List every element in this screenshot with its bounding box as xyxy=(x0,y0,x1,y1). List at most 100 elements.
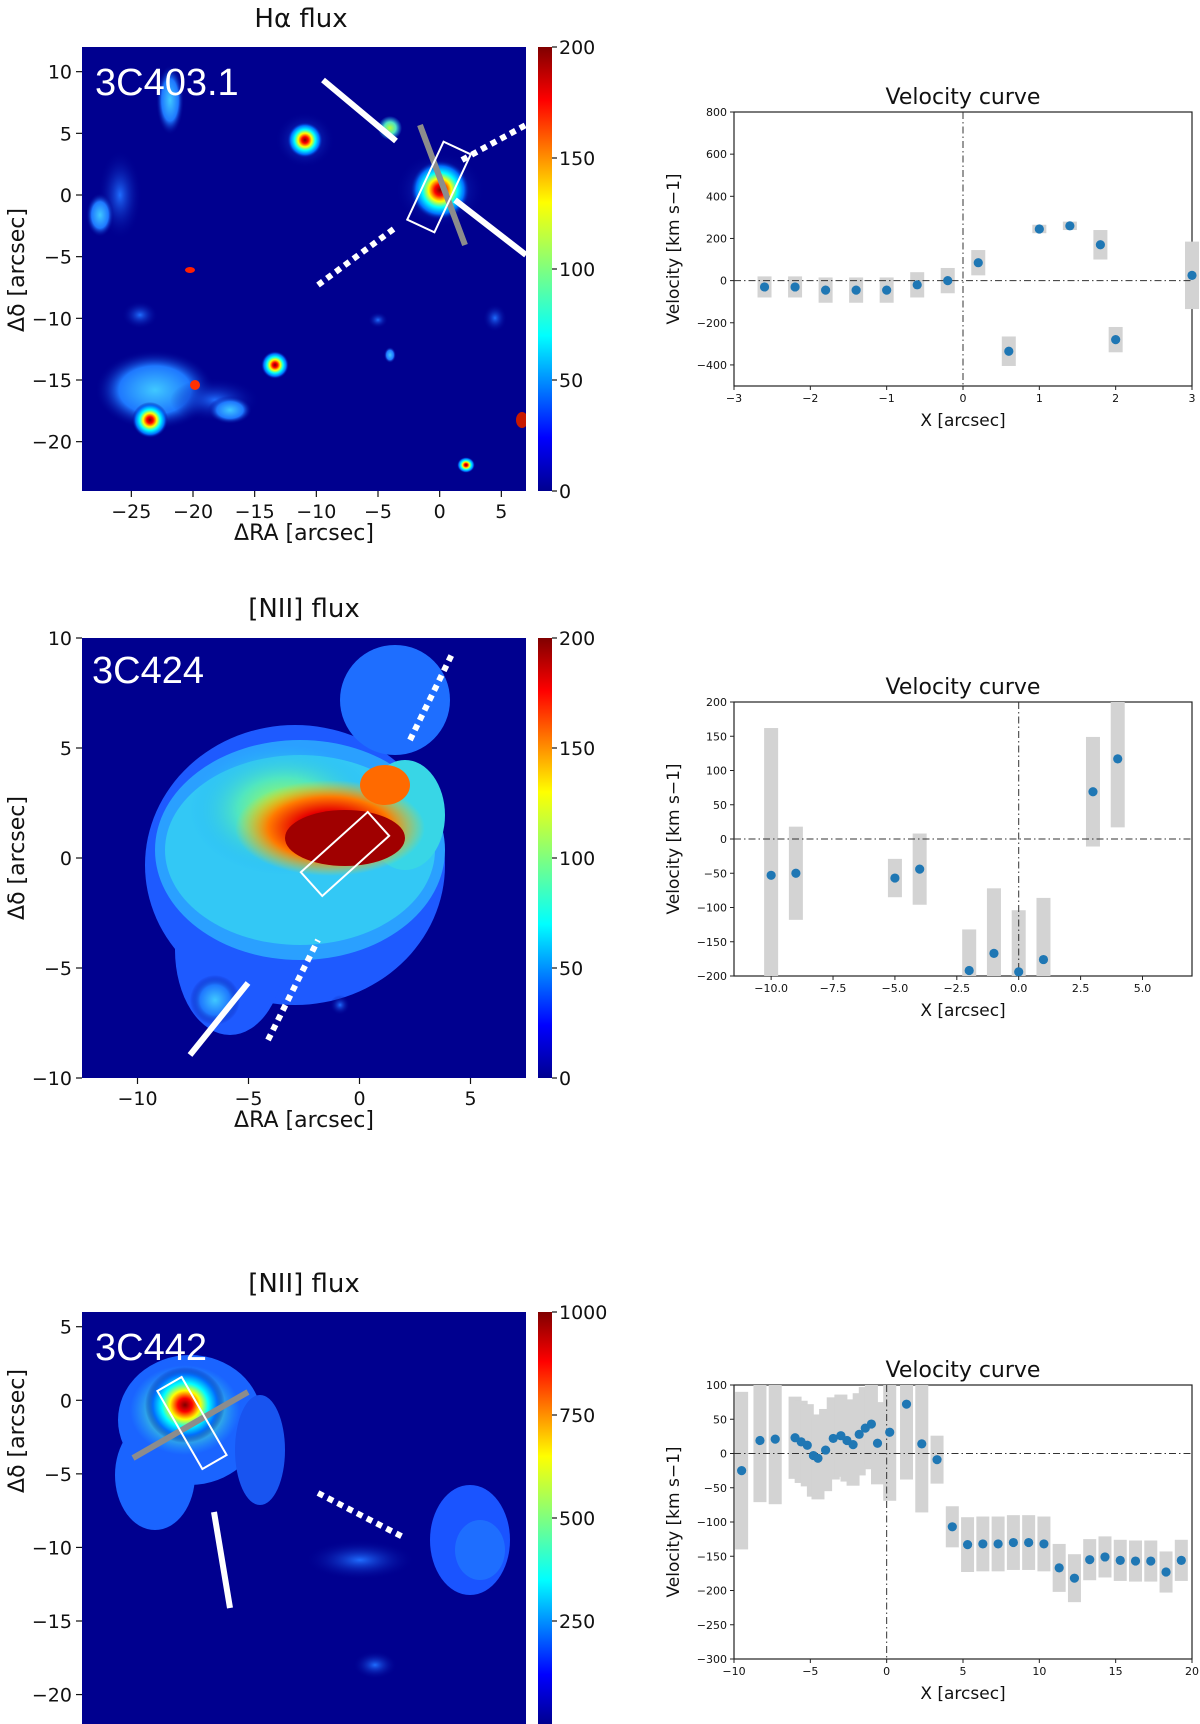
plot-title: Velocity curve xyxy=(886,85,1041,110)
x-tick-label: 0 xyxy=(960,392,967,405)
error-bar xyxy=(883,1385,897,1501)
y-tick-label: −150 xyxy=(697,1550,727,1563)
data-point xyxy=(932,1455,942,1465)
data-point xyxy=(1187,270,1197,280)
colorbar xyxy=(538,1312,552,1724)
y-tick-label: 5 xyxy=(60,738,72,760)
velocity-curve-3c424: Velocity curve −10.0 −7.5 −5.0 −2.5 0.0 2.5 5.0… xyxy=(664,675,1193,1021)
y-tick-label: 0 xyxy=(720,1448,727,1461)
x-tick-label: 0 xyxy=(883,1665,890,1678)
error-bar xyxy=(1036,897,1051,976)
x-tick-label: 2 xyxy=(1112,392,1119,405)
colorbar-tick-label: 0 xyxy=(559,481,571,503)
emission-map xyxy=(145,645,450,1035)
data-point xyxy=(1130,1556,1141,1566)
data-point xyxy=(1161,1567,1171,1577)
colorbar-ticks: 1000 750 500 250 xyxy=(552,1302,607,1633)
y-tick-label: 0 xyxy=(60,848,72,870)
data-point xyxy=(813,1453,823,1463)
y-axis-label: Δδ [arcsec] xyxy=(5,796,30,920)
x-tick-label: 1 xyxy=(1036,392,1043,405)
data-point xyxy=(851,285,861,295)
y-tick-label: 0 xyxy=(720,833,727,846)
y-tick-label: 50 xyxy=(713,1413,727,1426)
error-bar xyxy=(986,888,1001,976)
data-point xyxy=(1115,1555,1125,1565)
data-point xyxy=(1065,221,1075,231)
x-tick-label: 5 xyxy=(960,1665,967,1678)
data-point xyxy=(1085,1555,1095,1565)
error-bar xyxy=(962,929,977,976)
map-title: [NII] flux xyxy=(248,1269,360,1299)
y-tick-label: −5 xyxy=(44,247,72,269)
colorbar-tick-label: 0 xyxy=(559,1068,571,1090)
error-bar xyxy=(915,1385,929,1513)
data-point xyxy=(1039,1539,1049,1549)
data-point xyxy=(866,1419,877,1429)
flux-map-3c403-1: Hα flux xyxy=(5,4,595,546)
y-axis-label: Velocity [km s−1] xyxy=(664,173,684,324)
velocity-curve-3c442: Velocity curve−10 −5 0 5 10 15 20100500−50−100… xyxy=(664,1358,1199,1704)
x-tick-label: −10 xyxy=(117,1088,157,1110)
data-point xyxy=(1038,954,1049,965)
x-tick-label: 15 xyxy=(1109,1665,1123,1678)
y-tick-label: 400 xyxy=(706,190,727,203)
data-point xyxy=(901,1399,912,1409)
y-tick-label: −150 xyxy=(697,936,727,949)
x-tick-label: −5 xyxy=(364,501,392,523)
y-tick-label: 100 xyxy=(706,765,727,778)
white-solid-marker xyxy=(321,77,398,144)
colorbar-tick-label: 750 xyxy=(559,1405,595,1427)
data-point xyxy=(1024,1537,1034,1548)
x-axis-label: X [arcsec] xyxy=(920,1001,1005,1021)
plot-title: Velocity curve xyxy=(886,1358,1041,1383)
data-point xyxy=(915,864,925,874)
y-tick-label: 5 xyxy=(60,123,72,145)
colorbar-tick-label: 150 xyxy=(559,738,595,760)
colorbar-ticks: 200 150 100 50 0 xyxy=(552,628,595,1090)
data-point xyxy=(882,285,892,295)
data-point xyxy=(848,1439,858,1450)
y-tick-label: 10 xyxy=(48,628,72,650)
source-label: 3C424 xyxy=(92,650,204,692)
data-point xyxy=(947,1522,957,1532)
colorbar-ticks: 200 150 100 50 0 xyxy=(552,37,595,503)
x-tick-label: 5 xyxy=(495,501,507,523)
data-point xyxy=(964,965,974,976)
colorbar xyxy=(538,47,552,491)
white-dotted-marker xyxy=(460,117,537,163)
colorbar xyxy=(538,638,552,1078)
error-bar xyxy=(768,1385,782,1505)
data-point xyxy=(737,1466,747,1476)
map-axes: −25 −20 −15 −10 −5 0 5 10 5 0 −5 −10 −15 −20 xyxy=(32,62,507,523)
y-tick-label: −50 xyxy=(704,867,727,880)
colorbar-tick-label: 200 xyxy=(559,37,595,59)
y-tick-label: 5 xyxy=(60,1317,72,1339)
y-tick-label: −20 xyxy=(32,432,72,454)
x-tick-label: −15 xyxy=(235,501,275,523)
slit-box xyxy=(156,1375,228,1471)
x-axis-label: ΔRA [arcsec] xyxy=(234,1108,374,1133)
x-tick-label: −3 xyxy=(726,392,742,405)
y-tick-label: −100 xyxy=(697,1516,727,1529)
slit-box xyxy=(405,140,473,234)
error-bar xyxy=(1110,702,1125,828)
white-solid-marker xyxy=(187,981,251,1057)
y-tick-label: 600 xyxy=(706,148,727,161)
y-tick-label: −100 xyxy=(697,902,727,915)
x-tick-label: −10.0 xyxy=(754,982,788,995)
data-point xyxy=(791,868,801,878)
data-point xyxy=(1100,1552,1110,1562)
x-tick-label: 5 xyxy=(464,1088,476,1110)
x-tick-label: 5.0 xyxy=(1134,982,1152,995)
flux-map-3c442: [NII] flux 3C442 5 0 −5 −10 −15 −20 Δδ [arcse… xyxy=(5,1269,607,1724)
y-axis-label: Δδ [arcsec] xyxy=(5,208,30,332)
x-axis-label: X [arcsec] xyxy=(920,1684,1005,1704)
y-tick-label: −200 xyxy=(697,970,727,983)
x-tick-label: 0 xyxy=(353,1088,365,1110)
data-point xyxy=(890,873,900,883)
white-dotted-marker xyxy=(316,225,397,288)
velocity-curve-3c403-1: Velocity curve −3 −2 −1 0 1 2 3 800 600 400 200 0 −20… xyxy=(664,85,1199,431)
